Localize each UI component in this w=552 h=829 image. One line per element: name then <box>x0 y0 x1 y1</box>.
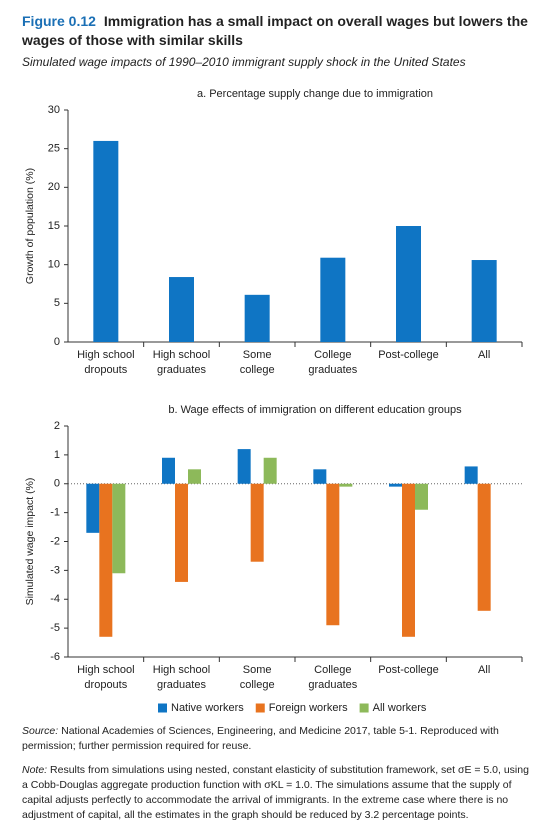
bar <box>93 140 119 342</box>
bar <box>99 483 113 637</box>
note-label: Note: <box>22 764 48 776</box>
bar <box>263 457 277 484</box>
y-tick-label: 0 <box>54 336 60 348</box>
source-label: Source: <box>22 725 59 737</box>
y-axis-label: Growth of population (%) <box>24 168 36 284</box>
x-tick-label: High school graduates <box>153 664 210 691</box>
bar <box>188 469 201 484</box>
bar <box>320 257 346 342</box>
bar <box>464 466 478 484</box>
bar <box>471 260 497 342</box>
y-tick-label: 30 <box>48 104 60 116</box>
y-tick-label: 10 <box>48 259 60 271</box>
y-tick-label: -5 <box>50 622 60 634</box>
y-axis-label: Simulated wage impact (%) <box>24 478 36 606</box>
bar <box>162 457 175 484</box>
bar <box>339 483 353 487</box>
y-tick-label: -2 <box>50 535 60 547</box>
y-tick-label: -6 <box>50 651 60 663</box>
y-tick-label: 20 <box>48 181 60 193</box>
y-tick-label: 15 <box>48 220 60 232</box>
x-tick-label: College graduates <box>308 664 357 691</box>
chart-title: b. Wage effects of immigration on differ… <box>168 404 462 416</box>
y-tick-label: -3 <box>50 564 60 576</box>
x-tick-label: Some college <box>240 664 275 691</box>
y-tick-label: 1 <box>54 449 60 461</box>
figure-subtitle: Simulated wage impacts of 1990–2010 immi… <box>22 55 466 69</box>
note: Note: Results from simulations using nes… <box>22 763 537 823</box>
y-tick-label: 5 <box>54 297 60 309</box>
bar <box>250 483 264 562</box>
x-tick-label: High school dropouts <box>77 664 134 691</box>
chart-title: a. Percentage supply change due to immig… <box>197 88 433 100</box>
legend-swatch <box>158 703 167 713</box>
source-text: National Academies of Sciences, Engineer… <box>22 725 499 752</box>
bar <box>477 483 491 611</box>
bar <box>112 483 126 574</box>
y-tick-label: -1 <box>50 507 60 519</box>
x-tick-label: Post-college <box>378 349 439 361</box>
y-tick-label: 2 <box>54 420 60 432</box>
y-tick-label: -4 <box>50 593 60 605</box>
bar <box>396 226 421 342</box>
x-tick-label: Some college <box>240 349 275 376</box>
bar <box>237 449 251 484</box>
x-tick-label: All <box>478 664 490 676</box>
legend-swatch <box>255 703 265 713</box>
bar <box>175 483 188 582</box>
x-tick-label: High school dropouts <box>77 349 134 376</box>
y-tick-label: 0 <box>54 478 60 490</box>
bar <box>86 483 100 533</box>
y-tick-label: 25 <box>48 143 60 155</box>
x-tick-label: Post-college <box>378 664 439 676</box>
bar <box>244 294 270 342</box>
x-tick-label: High school graduates <box>153 349 210 376</box>
figure-title: Immigration has a small impact on overal… <box>22 13 528 48</box>
bar <box>389 483 402 487</box>
figure-label: Figure 0.12 <box>22 13 96 29</box>
note-text: Results from simulations using nested, c… <box>22 764 529 821</box>
legend-label: Foreign workers <box>269 702 348 714</box>
legend-label: Native workers <box>171 702 244 714</box>
bar <box>402 483 415 637</box>
x-tick-label: College graduates <box>308 349 357 376</box>
bar <box>415 483 428 510</box>
bar <box>326 483 340 626</box>
legend-label: All workers <box>373 702 427 714</box>
x-tick-label: All <box>478 349 490 361</box>
bar <box>169 277 194 342</box>
bar <box>313 469 327 484</box>
legend-swatch <box>359 703 369 713</box>
figure-heading: Figure 0.12 Immigration has a small impac… <box>22 12 537 50</box>
source: Source: National Academies of Sciences, … <box>22 724 537 754</box>
